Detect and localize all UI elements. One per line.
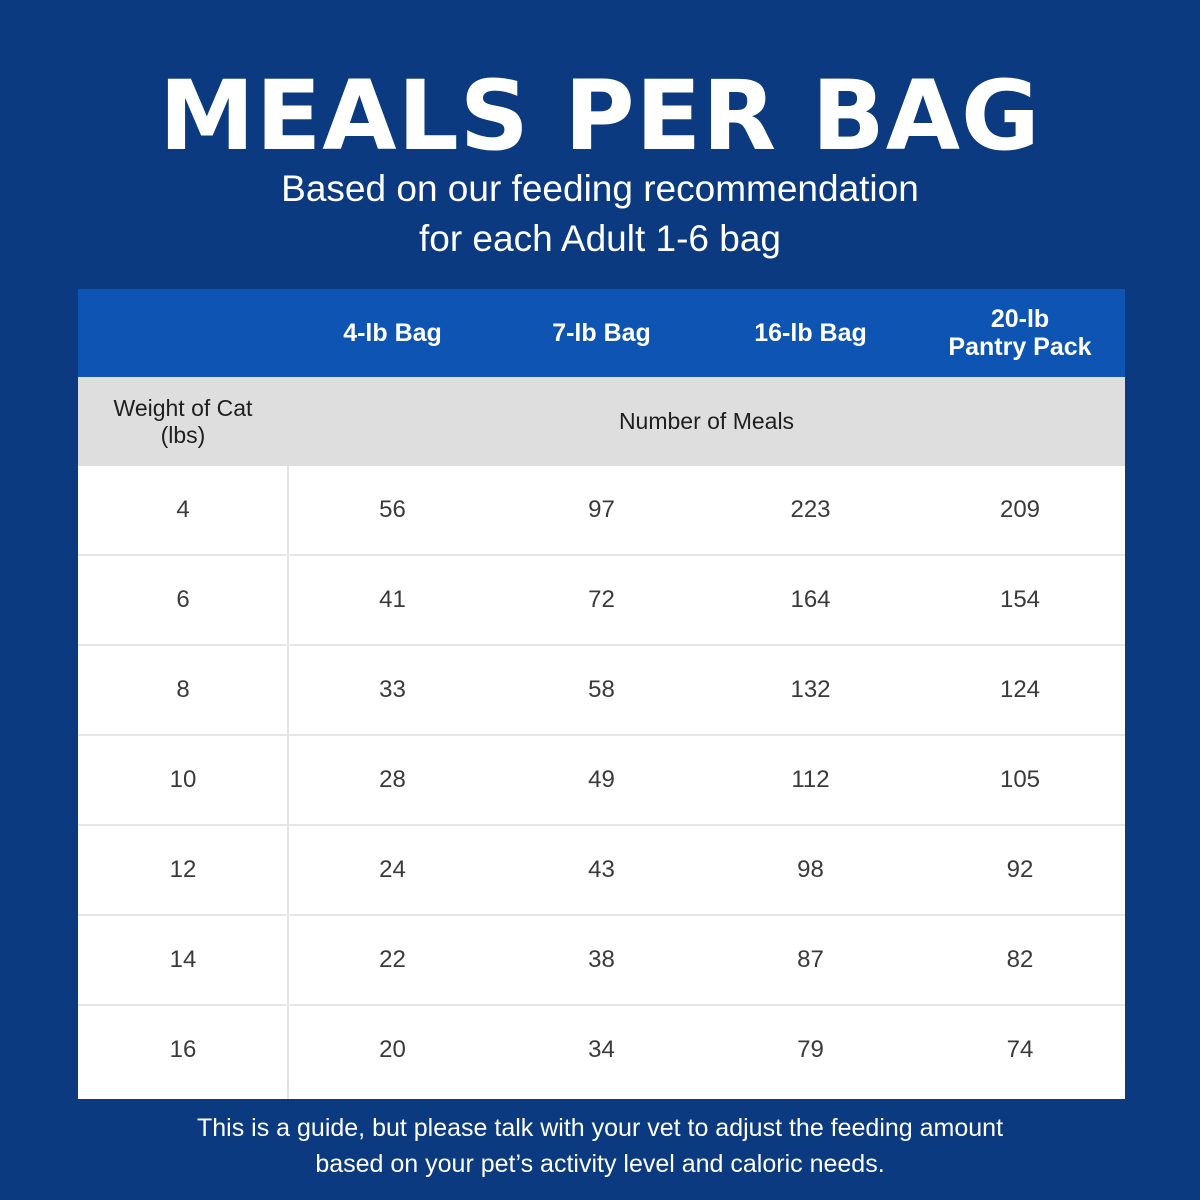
value-cell: 38 <box>588 946 615 973</box>
value-cell: 209 <box>999 496 1041 523</box>
value-cell: 22 <box>379 946 406 973</box>
value-cell: 28 <box>379 766 406 793</box>
value-cell: 20 <box>379 1036 406 1063</box>
value-cell: 43 <box>588 856 615 883</box>
footer-note: This is a guide, but please talk with yo… <box>0 1110 1200 1182</box>
meals-table: 4-lb Bag 7-lb Bag 16-lb Bag 20-lb Pantry… <box>78 289 1125 1099</box>
table-row: 12 24 43 98 92 <box>78 826 1125 916</box>
page-subtitle: Based on our feeding recommendation for … <box>0 164 1200 264</box>
column-header-4lb: 4-lb Bag <box>343 319 442 347</box>
weight-header-line-2: (lbs) <box>160 421 206 448</box>
weight-cell: 8 <box>176 676 190 703</box>
value-cell: 98 <box>797 856 824 883</box>
weight-cell: 10 <box>169 766 197 793</box>
footer-line-1: This is a guide, but please talk with yo… <box>196 1114 1004 1142</box>
page-title: MEALS PER BAG <box>159 60 1041 172</box>
value-cell: 49 <box>588 766 615 793</box>
value-cell: 112 <box>791 766 830 793</box>
column-header-20lb-pantry-pack: 20-lb Pantry Pack <box>915 289 1125 377</box>
weight-header-line-1: Weight of Cat <box>113 394 253 421</box>
value-cell: 154 <box>999 586 1041 613</box>
value-cell: 56 <box>379 496 406 523</box>
value-cell: 105 <box>999 766 1041 793</box>
table-header-row: 4-lb Bag 7-lb Bag 16-lb Bag 20-lb Pantry… <box>78 289 1125 377</box>
weight-cell: 4 <box>176 496 190 523</box>
table-subheader-row: Weight of Cat (lbs) Number of Meals <box>78 377 1125 466</box>
number-of-meals-header: Number of Meals <box>618 408 795 434</box>
table-row: 10 28 49 112 105 <box>78 736 1125 826</box>
table-row: 4 56 97 223 209 <box>78 466 1125 556</box>
value-cell: 82 <box>1006 946 1034 973</box>
weight-cell: 16 <box>169 1036 197 1063</box>
value-cell: 92 <box>1006 856 1034 883</box>
column-divider <box>287 466 289 1099</box>
table-row: 16 20 34 79 74 <box>78 1006 1125 1096</box>
column-header-7lb: 7-lb Bag <box>552 319 651 347</box>
column-header-20lb-line-2: Pantry Pack <box>948 333 1092 361</box>
value-cell: 223 <box>790 496 831 523</box>
column-header-16lb: 16-lb Bag <box>754 319 867 347</box>
value-cell: 124 <box>999 676 1041 703</box>
value-cell: 34 <box>588 1036 615 1063</box>
value-cell: 41 <box>379 586 406 613</box>
weight-cell: 14 <box>169 946 197 973</box>
subtitle-line-2: for each Adult 1-6 bag <box>418 218 782 259</box>
table-row: 6 41 72 164 154 <box>78 556 1125 646</box>
value-cell: 33 <box>379 676 406 703</box>
value-cell: 24 <box>379 856 406 883</box>
value-cell: 87 <box>797 946 824 973</box>
table-row: 14 22 38 87 82 <box>78 916 1125 1006</box>
weight-cell: 12 <box>169 856 197 883</box>
column-header-20lb-line-1: 20-lb <box>990 305 1050 333</box>
weight-of-cat-header: Weight of Cat (lbs) <box>78 377 288 466</box>
value-cell: 132 <box>790 676 831 703</box>
value-cell: 164 <box>790 586 831 613</box>
footer-line-2: based on your pet’s activity level and c… <box>315 1150 885 1178</box>
table-row: 8 33 58 132 124 <box>78 646 1125 736</box>
value-cell: 97 <box>588 496 615 523</box>
value-cell: 58 <box>588 676 615 703</box>
value-cell: 72 <box>588 586 615 613</box>
value-cell: 79 <box>797 1036 824 1063</box>
subtitle-line-1: Based on our feeding recommendation <box>281 168 919 209</box>
weight-cell: 6 <box>176 586 190 613</box>
value-cell: 74 <box>1006 1036 1034 1063</box>
